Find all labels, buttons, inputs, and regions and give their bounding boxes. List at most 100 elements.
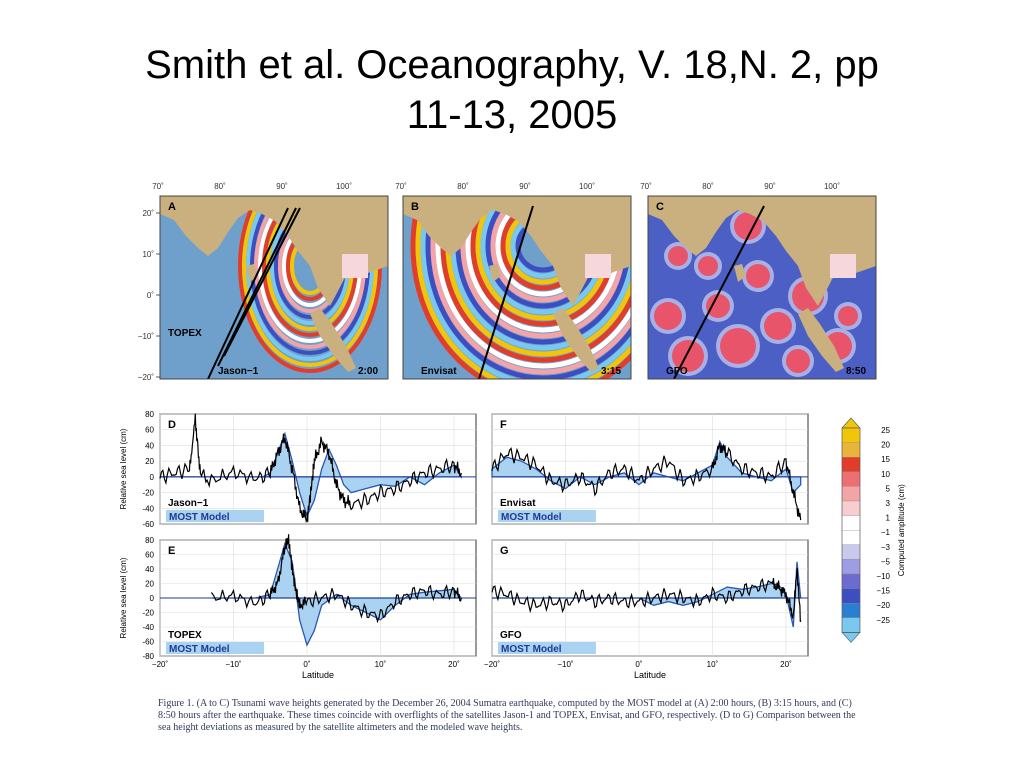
model-label-bg: [166, 642, 264, 654]
x-axis-label: Latitude: [634, 670, 666, 680]
lon-tick-label: 100˚: [336, 182, 352, 191]
y-tick-label: 0: [150, 473, 155, 482]
colorbar-tick-label: −15: [876, 587, 890, 596]
sumatra-land: [310, 308, 356, 372]
colorbar-tick-label: −3: [881, 543, 891, 552]
colorbar-tick-label: 3: [886, 499, 891, 508]
wave-blob: [706, 294, 730, 318]
satellite-label: GFO: [666, 366, 688, 377]
colorbar-segment: [841, 544, 861, 560]
colorbar-top-arrow: [841, 417, 861, 429]
lat-axis: 20˚ 10˚ 0˚ −10˚ −20˚: [138, 209, 160, 382]
wave-blob: [734, 212, 762, 240]
y-tick-label: -20: [142, 489, 154, 498]
y-tick-label: 20: [145, 457, 154, 466]
colorbar-tick-label: 25: [881, 426, 890, 435]
wave-ring: [425, 196, 631, 379]
line-chart-panels: D Jason−1 MOST Model 80 60 40 20 0 -20 -40 -60 Rela…: [119, 410, 809, 680]
colorbar-tick-label: 10: [881, 470, 890, 479]
gfo-track: [673, 205, 765, 379]
wave-blob: [786, 349, 810, 373]
wave-blob: [720, 328, 756, 364]
title-line-2: 11-13, 2005: [406, 93, 618, 137]
topex-track: [217, 207, 297, 367]
colorbar-segment: [841, 442, 861, 458]
y-tick-label: 60: [145, 551, 154, 560]
y-tick-label: 80: [145, 410, 154, 419]
x-tick-label: −10˚: [557, 660, 574, 669]
y-axis-label: Relative sea level (cm): [119, 428, 128, 509]
model-label: MOST Model: [501, 644, 562, 655]
wave-blob: [746, 264, 770, 288]
colorbar-bottom-arrow: [841, 632, 861, 643]
model-label-bg: [498, 510, 596, 522]
satellite-series: [159, 413, 462, 524]
jason-track: [207, 207, 289, 379]
panel-letter: G: [500, 545, 509, 557]
y-tick-label: 60: [145, 426, 154, 435]
map-panel-c: C GFO 8:50 70˚ 80˚ 90˚ 100˚: [640, 182, 877, 380]
lon-tick-label: 80˚: [702, 182, 714, 191]
panel-letter: B: [411, 201, 419, 213]
colorbar-tick-label: 15: [881, 455, 890, 464]
x-tick-label: 0˚: [635, 660, 642, 669]
y-tick-label: 80: [145, 536, 154, 545]
lon-tick-label: 100˚: [579, 182, 595, 191]
colorbar-segment: [841, 617, 861, 633]
lon-tick-label: 90˚: [519, 182, 531, 191]
colorbar-segment: [841, 500, 861, 516]
model-label-bg: [166, 510, 264, 522]
lon-tick-label: 70˚: [395, 182, 407, 191]
topex-track-2: [223, 207, 301, 357]
sri-lanka-land: [489, 264, 501, 282]
colorbar-segment: [841, 588, 861, 604]
lat-tick-label: −20˚: [138, 373, 155, 382]
colorbar-segment: [841, 486, 861, 502]
lon-tick-label: 70˚: [640, 182, 652, 191]
satellite-label: Envisat: [421, 366, 457, 377]
satellite-label: Jason−1: [218, 366, 259, 377]
map-frame: [159, 195, 389, 380]
panel-letter: D: [168, 419, 176, 431]
colorbar-frame: [841, 427, 861, 633]
colorbar-segment: [841, 457, 861, 472]
colorbar-segment: [841, 603, 861, 618]
time-label: 3:15: [601, 366, 621, 377]
panel-letter: E: [168, 545, 175, 557]
map-frame: [647, 195, 877, 380]
title-line-1: Smith et al. Oceanography, V. 18,N. 2, p…: [145, 43, 879, 87]
wave-blob: [838, 306, 858, 326]
satellite-series: [491, 442, 802, 521]
land-mass: [160, 196, 388, 306]
chart-panel-e: E TOPEX MOST Model 80 60 40 20 0 -20 -40 -60 -80 Rel…: [119, 534, 477, 680]
x-tick-label: −20˚: [484, 660, 501, 669]
satellite-label: Envisat: [500, 498, 536, 509]
lat-tick-label: 0˚: [147, 291, 154, 300]
colorbar: 25 20 15 10 5 3 1 −1 −3 −5 −10 −15 −20 −25 Computed am…: [841, 417, 906, 643]
map-panel-b: B Envisat 3:15 70˚ 80˚ 90˚ 100˚: [395, 182, 632, 380]
x-tick-label: −20˚: [152, 660, 169, 669]
model-label-bg: [498, 642, 596, 654]
colorbar-segment: [841, 530, 861, 545]
colorbar-tick-label: 1: [886, 514, 891, 523]
panel-letter: A: [168, 201, 176, 213]
lon-tick-label: 90˚: [764, 182, 776, 191]
wave-ring: [430, 196, 631, 375]
colorbar-tick-label: 5: [886, 484, 891, 493]
wave-ring: [415, 196, 631, 379]
y-axis-label: Relative sea level (cm): [119, 557, 128, 638]
model-label: MOST Model: [169, 512, 230, 523]
colorbar-label: Computed amplitude (cm): [897, 484, 906, 576]
model-label: MOST Model: [501, 512, 562, 523]
lon-tick-label: 80˚: [457, 182, 469, 191]
lon-tick-label: 100˚: [824, 182, 840, 191]
lat-tick-label: 20˚: [142, 209, 154, 218]
satellite-label: TOPEX: [168, 630, 202, 641]
wave-ring: [435, 196, 631, 369]
map-frame: [402, 195, 632, 380]
panel-letter: C: [656, 201, 664, 213]
lon-tick-label: 70˚: [152, 182, 164, 191]
x-tick-label: 20˚: [448, 660, 460, 669]
y-tick-label: -20: [142, 609, 154, 618]
map-panel-a: A Jason−1 2:00 TOPEX 70˚ 80˚ 90˚ 100˚: [152, 182, 389, 380]
